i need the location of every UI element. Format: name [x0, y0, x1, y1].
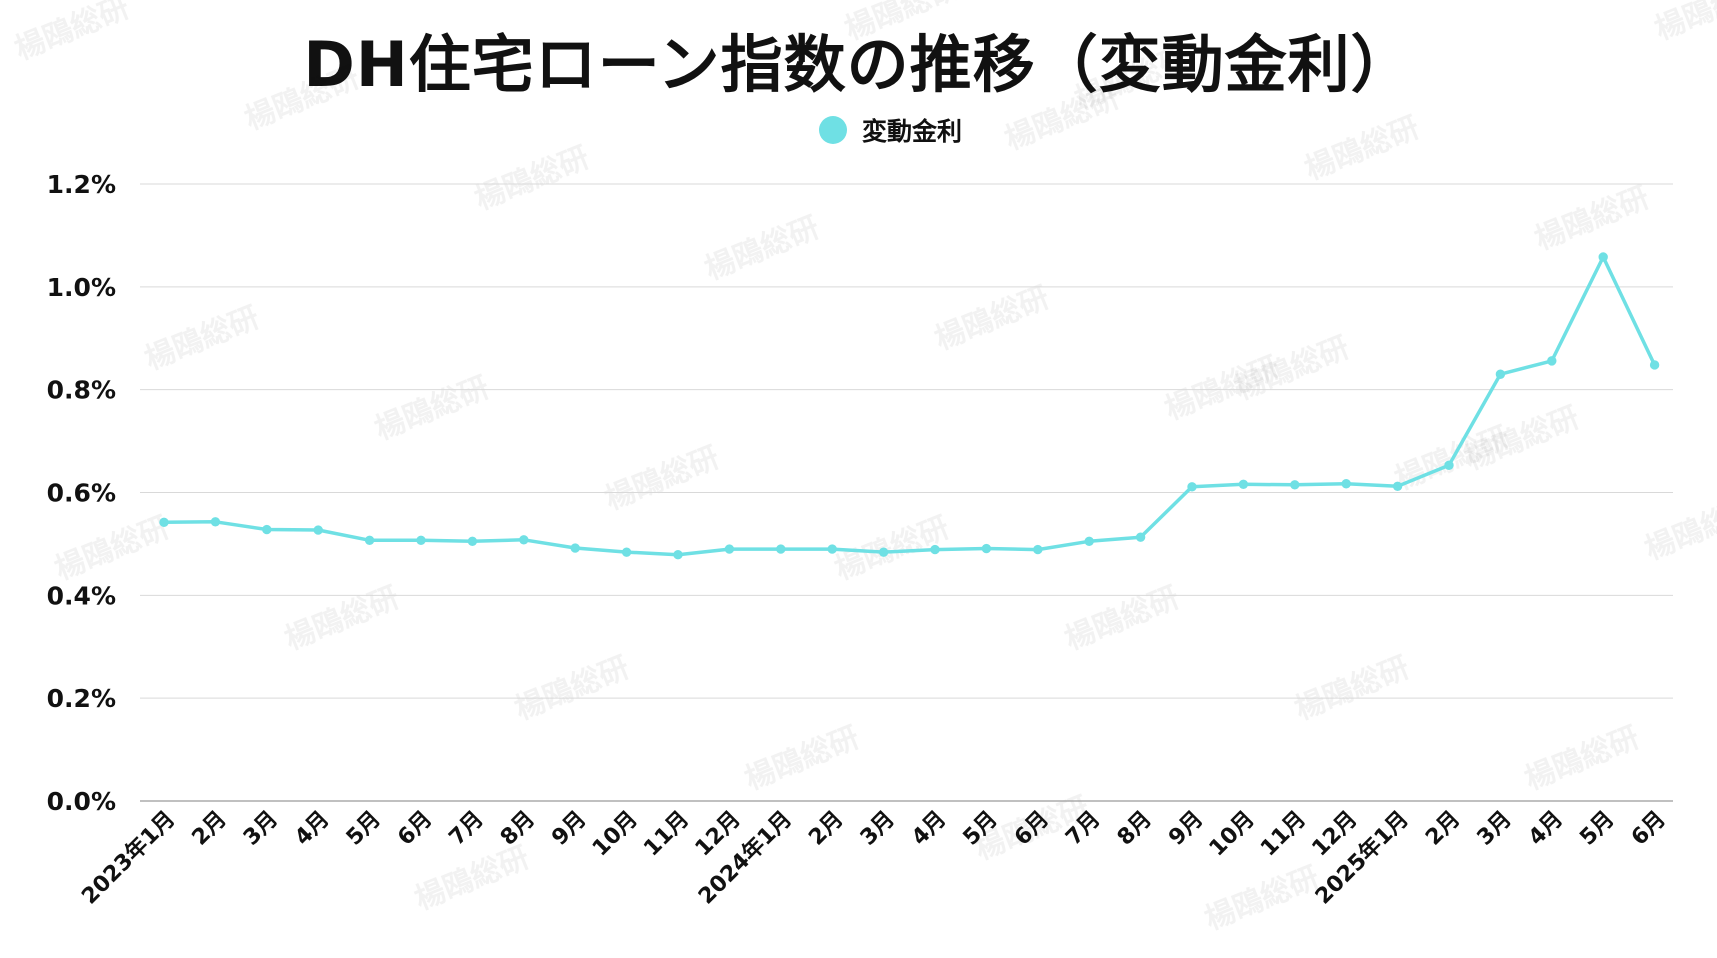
x-tick-label: 6月 — [393, 807, 437, 851]
y-tick-label: 1.2% — [47, 170, 116, 199]
x-tick-label: 10月 — [588, 807, 643, 862]
data-point — [1547, 356, 1557, 366]
x-tick-label: 7月 — [445, 807, 489, 851]
data-point — [1598, 252, 1608, 262]
data-point — [416, 535, 426, 546]
x-tick-label: 3月 — [1473, 807, 1517, 851]
data-point — [313, 525, 323, 535]
watermark-text: 楊鴎総研 — [1230, 330, 1354, 407]
x-tick-label: 2月 — [188, 807, 232, 851]
data-point — [621, 547, 632, 557]
data-point — [1084, 536, 1094, 547]
x-tick-label: 9月 — [547, 807, 591, 851]
watermark-text: 楊鴎総研 — [140, 300, 264, 377]
grid-lines — [140, 183, 1673, 802]
data-point — [1444, 460, 1454, 470]
legend-marker — [819, 116, 847, 144]
x-tick-label: 3月 — [856, 807, 900, 851]
chart-title: DH住宅ローン指数の推移（変動金利） — [303, 28, 1414, 101]
watermark-text: 楊鴎総研 — [10, 0, 134, 67]
data-point — [724, 544, 735, 554]
watermark-text: 楊鴎総研 — [1060, 580, 1184, 657]
data-point — [1341, 479, 1351, 489]
x-tick-label: 2023年1月 — [77, 806, 181, 910]
data-point — [570, 543, 580, 553]
watermark-text: 楊鴎総研 — [1530, 180, 1654, 257]
watermark-text: 楊鴎総研 — [240, 60, 364, 137]
data-point — [1649, 360, 1660, 370]
watermark-text: 楊鴎総研 — [410, 840, 534, 917]
series-line — [162, 255, 1657, 557]
data-point — [1495, 369, 1506, 379]
x-tick-label: 4月 — [907, 807, 951, 851]
watermark-text: 楊鴎総研 — [1200, 860, 1324, 937]
y-tick-label: 0.2% — [47, 684, 116, 713]
watermark-text: 楊鴎総研 — [50, 510, 174, 587]
watermark-text: 楊鴎総研 — [1000, 80, 1124, 157]
y-axis-labels: 0.0% 0.2% 0.4% 0.6% 0.8% 1.0% 1.2% — [47, 170, 116, 816]
watermark-text: 楊鴎総研 — [1650, 0, 1717, 47]
y-tick-label: 0.4% — [47, 581, 116, 610]
data-point — [827, 544, 837, 554]
data-point — [1392, 481, 1403, 492]
data-point — [981, 543, 992, 554]
x-tick-label: 4月 — [1524, 807, 1568, 851]
data-point — [159, 517, 169, 528]
legend-label: 変動金利 — [862, 117, 962, 146]
x-tick-label: 11月 — [639, 807, 694, 862]
watermark-text: 楊鴎総研 — [1520, 720, 1644, 797]
x-tick-label: 9月 — [1164, 807, 1208, 851]
watermark-text: 楊鴎総研 — [1290, 650, 1414, 727]
watermark-text: 楊鴎総研 — [930, 280, 1054, 357]
data-point — [673, 550, 683, 560]
data-point — [878, 547, 889, 557]
x-tick-label: 8月 — [496, 807, 540, 851]
watermark-text: 楊鴎総研 — [370, 370, 494, 447]
data-point — [467, 536, 478, 547]
y-tick-label: 0.8% — [47, 376, 116, 405]
watermark-text: 楊鴎総研 — [740, 720, 864, 797]
watermark-text: 楊鴎総研 — [700, 210, 824, 287]
data-point — [519, 535, 529, 545]
x-tick-label: 8月 — [1113, 807, 1157, 851]
data-point — [1290, 480, 1300, 490]
series-layer — [159, 252, 1660, 560]
x-tick-label: 6月 — [1627, 807, 1671, 851]
x-tick-label: 11月 — [1256, 807, 1311, 862]
data-point — [210, 517, 221, 527]
x-tick-label: 2月 — [804, 807, 848, 851]
watermark-text: 楊鴎総研 — [470, 140, 594, 217]
data-point — [1238, 479, 1249, 489]
watermark-text: 楊鴎総研 — [280, 580, 404, 657]
watermark-text: 楊鴎総研 — [510, 650, 634, 727]
y-tick-label: 0.0% — [47, 787, 116, 816]
data-point — [930, 544, 940, 555]
data-point — [262, 524, 272, 535]
y-tick-label: 0.6% — [47, 479, 116, 508]
data-point — [1135, 532, 1146, 542]
y-tick-label: 1.0% — [47, 273, 116, 302]
x-tick-label: 2月 — [1421, 807, 1465, 851]
legend: 変動金利 — [819, 116, 962, 146]
watermark-text: 楊鴎総研 — [840, 0, 964, 47]
data-point — [1033, 544, 1043, 555]
data-point — [1187, 482, 1197, 492]
data-point — [776, 544, 786, 554]
x-tick-label: 10月 — [1205, 807, 1260, 862]
x-tick-label: 5月 — [1575, 807, 1619, 851]
data-point — [364, 535, 375, 546]
x-tick-label: 5月 — [342, 807, 386, 851]
x-tick-label: 3月 — [239, 807, 283, 851]
watermark-text: 楊鴎総研 — [600, 440, 724, 517]
watermark-text: 楊鴎総研 — [1640, 490, 1717, 567]
x-tick-label: 4月 — [290, 807, 334, 851]
watermark-text: 楊鴎総研 — [1300, 110, 1424, 187]
